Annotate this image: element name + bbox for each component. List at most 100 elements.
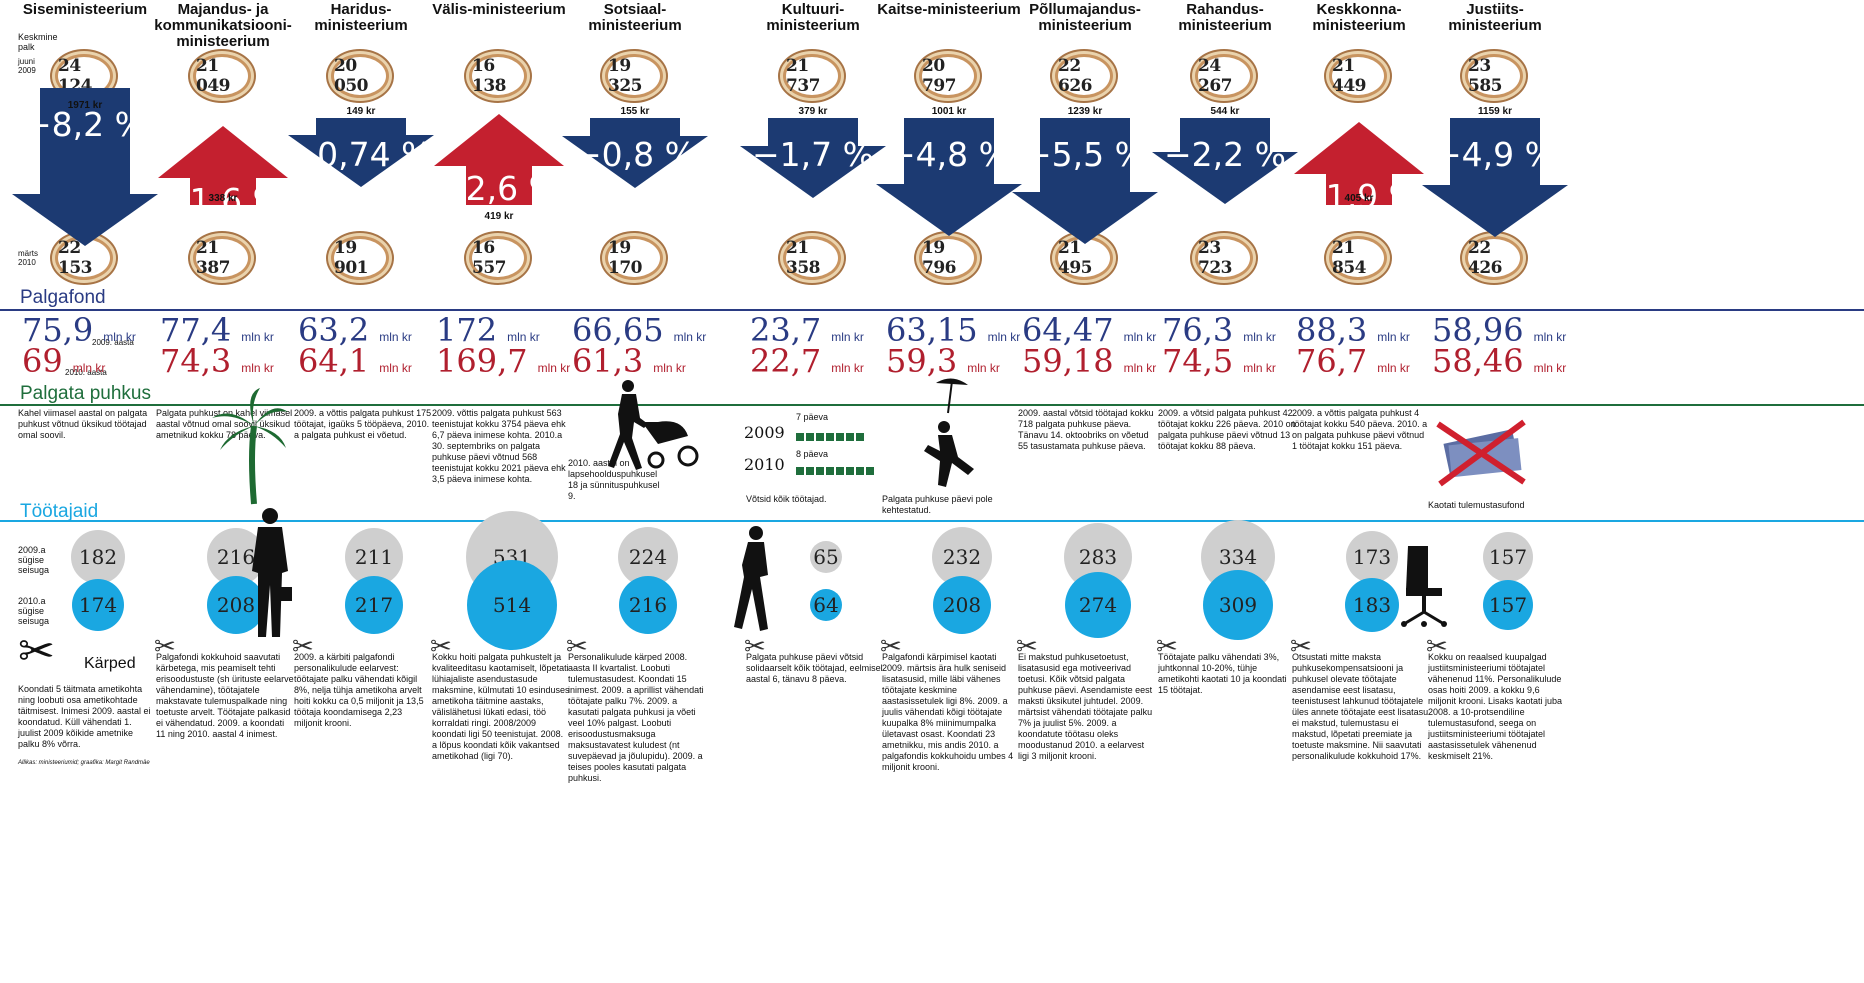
ministry-name: Kultuuri-ministeerium xyxy=(766,1,860,34)
section-palgafond: Palgafond xyxy=(20,287,106,308)
leave-day-square xyxy=(836,467,844,475)
change-kr-label: 338 kr xyxy=(208,193,238,204)
ministry-name: Sotsiaal-ministeerium xyxy=(588,1,682,34)
ministry-name: Põllumajandus-ministeerium xyxy=(1029,1,1141,34)
ministry-name: Majandus- ja kommunikatsiooni-ministeeri… xyxy=(154,1,292,50)
fund-2010-value: 69 mln kr xyxy=(22,343,105,386)
scissors-icon: ✂ xyxy=(154,632,176,662)
leave-note: Palgata puhkuse päevi pole kehtestatud. xyxy=(882,494,993,515)
change-kr-label: 544 kr xyxy=(1210,106,1240,117)
cuts-label: Kärped xyxy=(84,655,136,672)
scissors-icon: ✂ xyxy=(566,632,588,662)
salary-2010-coin: 19 170 xyxy=(605,236,663,280)
salary-2009-coin: 20 797 xyxy=(919,54,977,98)
fund-2009-value: 88,3 mln kr xyxy=(1296,312,1410,355)
fund-unit: mln kr xyxy=(1123,330,1157,344)
scissors-icon: ✂ xyxy=(292,632,314,662)
cut-note: Otsustati mitte maksta puhkusekompensats… xyxy=(1292,652,1429,761)
leave-day-square xyxy=(846,467,854,475)
fund-2009-value: 58,96 mln kr xyxy=(1432,312,1566,355)
salary-2009-coin: 21 737 xyxy=(783,54,841,98)
fund-2010-value: 64,1 mln kr xyxy=(298,343,412,386)
june-2009-label: juuni 2009 xyxy=(18,57,36,75)
cut-note: Koondati 5 täitmata ametikohta ning loob… xyxy=(18,684,151,749)
jumping-man-umbrella-icon xyxy=(924,378,974,487)
salary-2010-coin: 22 426 xyxy=(1465,236,1523,280)
fund-unit: mln kr xyxy=(1243,330,1276,344)
fund-unit: mln kr xyxy=(673,330,707,344)
ministry-name: Siseministeerium xyxy=(22,1,148,18)
fund-2009-value: 75,9 mln kr xyxy=(22,312,136,355)
fund-unit: mln kr xyxy=(967,361,1000,375)
leave-note: 2009. a võttis palgata puhkust 175 tööta… xyxy=(294,408,432,440)
cut-note: 2009. a kärbiti palgafondi personalikulu… xyxy=(294,652,424,728)
salary-2009-coin: 21 049 xyxy=(193,54,251,98)
increase-arrow xyxy=(434,114,564,205)
scissors-icon: ✂ xyxy=(1290,632,1312,662)
percent-change-label: −8,2 % xyxy=(24,105,146,144)
decrease-arrow xyxy=(1422,118,1568,237)
fund-unit: mln kr xyxy=(103,330,136,344)
change-kr-label: 1001 kr xyxy=(931,106,967,117)
percent-change-label: −0,74 % xyxy=(289,135,433,174)
salary-2010-coin: 21 495 xyxy=(1055,236,1113,280)
decrease-arrow xyxy=(1152,118,1298,204)
fund-2010-value: 74,3 mln kr xyxy=(160,343,274,386)
leave-note: Võtsid kõik töötajad. xyxy=(746,494,827,504)
employees-2010-circle: 514 xyxy=(467,560,557,650)
fund-2009-value: 77,4 mln kr xyxy=(160,312,274,355)
fund-2009-number: 23,7 xyxy=(750,311,822,349)
fund-unit: mln kr xyxy=(379,361,412,375)
employees-2010-circle: 174 xyxy=(72,579,124,631)
fund-2009-value: 172 mln kr xyxy=(436,312,540,355)
fund-2009-number: 172 xyxy=(436,311,498,349)
salary-2010-coin: 19 796 xyxy=(919,236,977,280)
fund-2010-number: 58,46 xyxy=(1432,342,1524,380)
cut-note: Kokku on reaalsed kuupalgad justiitsmini… xyxy=(1428,652,1563,761)
fund-2010-number: 169,7 xyxy=(436,342,528,380)
fund-2010-number: 74,3 xyxy=(160,342,232,380)
change-kr-label: 149 kr xyxy=(346,106,376,117)
leave-day-square xyxy=(796,467,804,475)
salary-2010-coin: 21 387 xyxy=(193,236,251,280)
salary-2010-coin: 22 153 xyxy=(55,236,113,280)
scissors-icon: ✂ xyxy=(744,632,766,662)
fund-2009-value: 76,3 mln kr xyxy=(1162,312,1276,355)
salary-label: Keskmine palk xyxy=(18,32,58,52)
change-kr-label: 155 kr xyxy=(620,106,650,117)
fund-unit: mln kr xyxy=(831,330,864,344)
salary-2009-coin: 23 585 xyxy=(1465,54,1523,98)
salary-2009-coin: 24 267 xyxy=(1195,54,1253,98)
fund-2010-value: 22,7 mln kr xyxy=(750,343,864,386)
fund-2010-value: 74,5 mln kr xyxy=(1162,343,1276,386)
leave-day-square xyxy=(816,433,824,441)
employees-2010-circle: 274 xyxy=(1065,572,1131,638)
employees-2009-circle: 182 xyxy=(71,530,125,584)
money-crossed-icon xyxy=(1436,419,1526,487)
fund-2010-value: 59,3 mln kr xyxy=(886,343,1000,386)
leave-day-square xyxy=(806,433,814,441)
employees-2009-circle: 157 xyxy=(1483,532,1533,582)
salary-2009-coin: 22 626 xyxy=(1055,54,1113,98)
fund-2010-number: 59,18 xyxy=(1022,342,1114,380)
culture-bars-2010 xyxy=(796,460,876,479)
fund-2009-value: 64,47 mln kr xyxy=(1022,312,1156,355)
employees-2010-circle: 208 xyxy=(933,576,991,634)
fund-2009-number: 88,3 xyxy=(1296,311,1368,349)
leave-day-square xyxy=(856,433,864,441)
increase-arrow xyxy=(1294,122,1424,205)
employees-2010-circle: 309 xyxy=(1203,570,1273,640)
scissors-icon: ✂ xyxy=(18,626,55,677)
fund-2009-number: 63,15 xyxy=(886,311,978,349)
leave-note: 2010. aastal on lapsehoolduspuhkusel 18 … xyxy=(568,458,660,501)
percent-change-label: −0,8 % xyxy=(574,135,696,174)
march-2010-label: märts 2010 xyxy=(18,249,38,267)
decrease-arrow xyxy=(288,118,434,187)
cut-note: Töötajate palku vähendati 3%, juhtkonnal… xyxy=(1158,652,1287,695)
decrease-arrow xyxy=(12,88,158,246)
fund-2009-value: 63,2 mln kr xyxy=(298,312,412,355)
employees-2010-circle: 157 xyxy=(1483,580,1533,630)
fund-2009-number: 63,2 xyxy=(298,311,370,349)
fund-2010-value: 58,46 mln kr xyxy=(1432,343,1566,386)
fund-2010-number: 74,5 xyxy=(1162,342,1234,380)
